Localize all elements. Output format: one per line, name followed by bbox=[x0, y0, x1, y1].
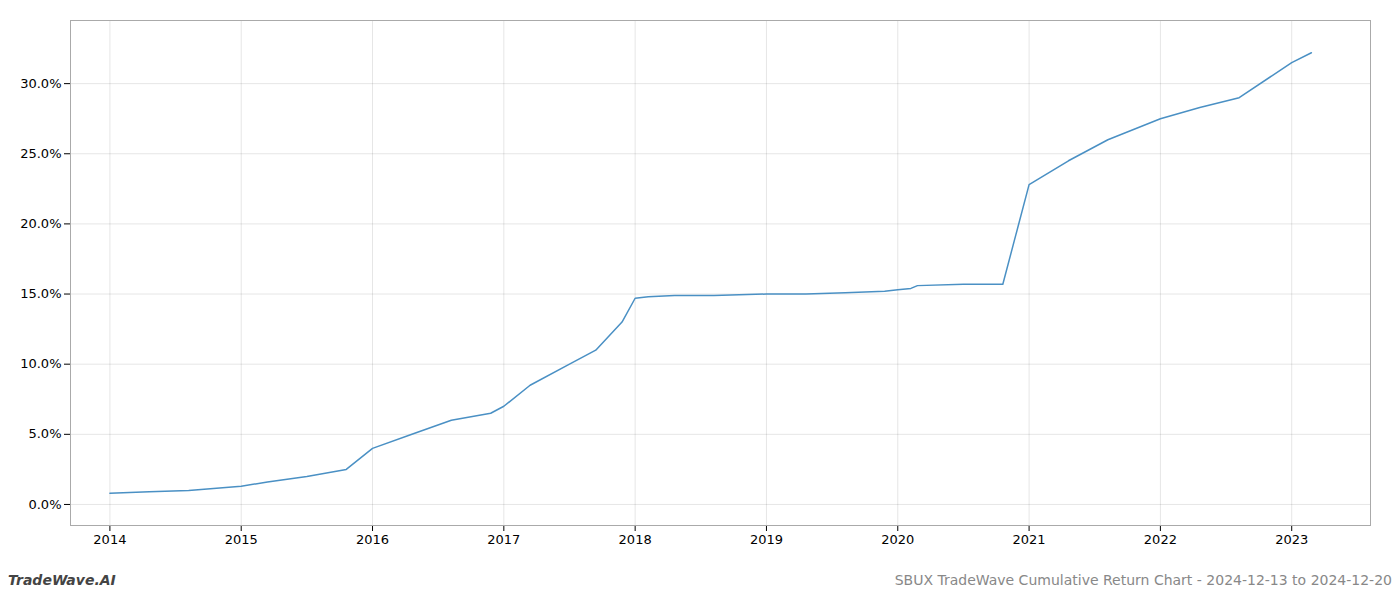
svg-text:15.0%: 15.0% bbox=[20, 286, 61, 301]
svg-text:2015: 2015 bbox=[225, 532, 258, 547]
svg-text:2014: 2014 bbox=[93, 532, 126, 547]
svg-text:0.0%: 0.0% bbox=[28, 497, 61, 512]
svg-text:20.0%: 20.0% bbox=[20, 216, 61, 231]
svg-text:10.0%: 10.0% bbox=[20, 356, 61, 371]
svg-text:25.0%: 25.0% bbox=[20, 146, 61, 161]
svg-text:5.0%: 5.0% bbox=[28, 426, 61, 441]
svg-text:2021: 2021 bbox=[1013, 532, 1046, 547]
svg-text:30.0%: 30.0% bbox=[20, 76, 61, 91]
svg-text:2020: 2020 bbox=[881, 532, 914, 547]
svg-text:2017: 2017 bbox=[487, 532, 520, 547]
svg-text:2018: 2018 bbox=[619, 532, 652, 547]
svg-text:2016: 2016 bbox=[356, 532, 389, 547]
svg-text:2023: 2023 bbox=[1275, 532, 1308, 547]
html-text:SBUX TradeWave Cumulative Retu: SBUX TradeWave Cumulative Return Chart -… bbox=[894, 572, 1392, 588]
svg-text:2019: 2019 bbox=[750, 532, 783, 547]
svg-text:2022: 2022 bbox=[1144, 532, 1177, 547]
html-text:TradeWave.AI: TradeWave.AI bbox=[8, 572, 116, 588]
